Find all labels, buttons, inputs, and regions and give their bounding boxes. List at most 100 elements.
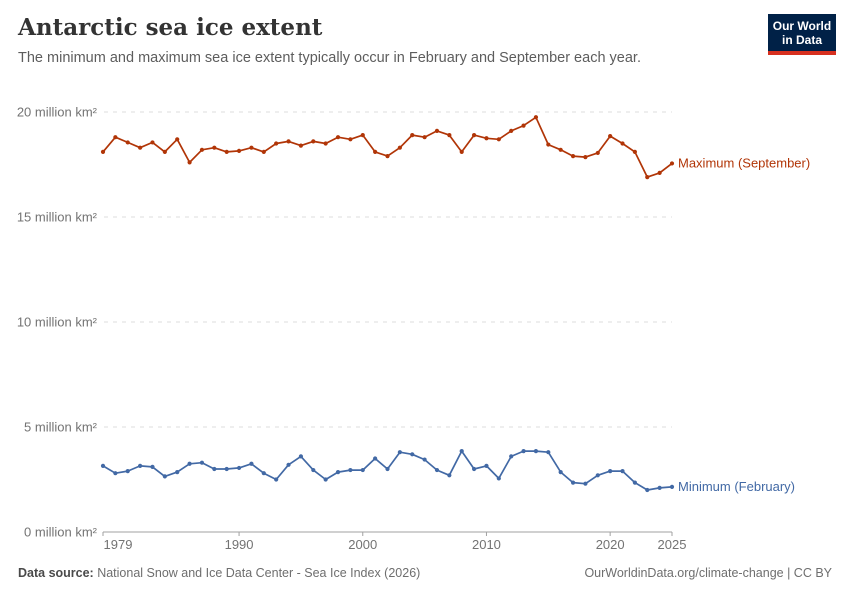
data-point-minimum-february bbox=[335, 470, 341, 475]
data-point-minimum-february bbox=[657, 485, 662, 490]
data-point-minimum-february bbox=[620, 469, 625, 474]
data-point-minimum-february bbox=[298, 454, 304, 459]
data-point-maximum-september bbox=[447, 133, 452, 138]
data-point-minimum-february bbox=[138, 463, 143, 468]
data-point-minimum-february bbox=[224, 466, 229, 472]
y-tick-label: 5 million km² bbox=[24, 420, 98, 435]
data-point-minimum-february bbox=[125, 469, 130, 474]
data-point-minimum-february bbox=[595, 473, 600, 478]
x-tick-label: 1990 bbox=[225, 537, 254, 552]
data-point-minimum-february bbox=[236, 465, 242, 471]
data-point-minimum-february bbox=[150, 464, 155, 469]
data-point-maximum-september bbox=[608, 134, 613, 139]
data-point-maximum-september bbox=[323, 141, 328, 146]
data-source-value: National Snow and Ice Data Center - Sea … bbox=[93, 566, 421, 580]
data-point-minimum-february bbox=[212, 466, 217, 472]
data-point-maximum-september bbox=[274, 141, 279, 146]
data-point-maximum-september bbox=[459, 149, 464, 154]
data-point-minimum-february bbox=[410, 452, 415, 457]
data-point-minimum-february bbox=[459, 449, 464, 454]
chart-header: Antarctic sea ice extent The minimum and… bbox=[18, 14, 836, 66]
owid-logo[interactable]: Our World in Data bbox=[768, 14, 836, 55]
data-point-maximum-september bbox=[348, 137, 353, 142]
data-point-maximum-september bbox=[669, 161, 675, 166]
data-point-maximum-september bbox=[261, 149, 266, 154]
x-tick-label: 2025 bbox=[658, 537, 687, 552]
series-label-minimum-february[interactable]: Minimum (February) bbox=[678, 479, 795, 494]
series-label-maximum-september[interactable]: Maximum (September) bbox=[678, 155, 810, 170]
data-point-minimum-february bbox=[645, 487, 650, 493]
data-point-maximum-september bbox=[298, 143, 304, 148]
data-point-minimum-february bbox=[274, 477, 279, 482]
data-point-minimum-february bbox=[348, 467, 353, 473]
data-point-maximum-september bbox=[397, 145, 402, 150]
data-point-minimum-february bbox=[175, 470, 180, 475]
data-point-minimum-february bbox=[162, 474, 167, 479]
data-point-minimum-february bbox=[286, 462, 291, 467]
data-point-maximum-september bbox=[360, 133, 365, 138]
data-source-label: Data source: bbox=[18, 566, 94, 580]
data-point-minimum-february bbox=[447, 473, 452, 478]
data-point-minimum-february bbox=[632, 480, 637, 485]
data-point-minimum-february bbox=[261, 471, 266, 476]
data-point-minimum-february bbox=[509, 454, 514, 459]
data-point-maximum-september bbox=[199, 147, 205, 152]
footer-credit-link[interactable]: OurWorldinData.org/climate-change | CC B… bbox=[584, 566, 832, 580]
x-tick-label: 2000 bbox=[348, 537, 377, 552]
data-point-maximum-september bbox=[236, 148, 242, 153]
data-point-maximum-september bbox=[410, 133, 415, 138]
data-point-maximum-september bbox=[620, 141, 625, 146]
data-point-maximum-september bbox=[645, 175, 650, 180]
x-tick-label: 1979 bbox=[104, 537, 133, 552]
data-point-maximum-september bbox=[162, 149, 167, 154]
data-point-minimum-february bbox=[558, 470, 563, 475]
data-point-maximum-september bbox=[484, 136, 489, 141]
data-point-maximum-september bbox=[175, 137, 180, 142]
data-point-maximum-september bbox=[187, 160, 192, 165]
data-point-minimum-february bbox=[669, 484, 675, 489]
data-point-maximum-september bbox=[546, 142, 551, 147]
data-point-maximum-september bbox=[471, 133, 477, 138]
data-point-maximum-september bbox=[311, 139, 316, 144]
x-tick-label: 2010 bbox=[472, 537, 501, 552]
data-point-minimum-february bbox=[397, 450, 402, 455]
data-point-minimum-february bbox=[323, 477, 328, 482]
chart-title: Antarctic sea ice extent bbox=[18, 14, 323, 41]
data-point-minimum-february bbox=[199, 460, 205, 465]
owid-logo-text: Our World in Data bbox=[768, 14, 836, 51]
data-point-minimum-february bbox=[471, 466, 477, 472]
data-point-maximum-september bbox=[286, 139, 291, 144]
data-point-maximum-september bbox=[422, 135, 427, 140]
data-point-maximum-september bbox=[335, 135, 341, 140]
data-point-maximum-september bbox=[150, 140, 155, 145]
y-tick-label: 10 million km² bbox=[17, 315, 98, 330]
y-tick-label: 20 million km² bbox=[17, 105, 98, 120]
data-source-note: Data source: National Snow and Ice Data … bbox=[18, 566, 420, 580]
chart-footer: Data source: National Snow and Ice Data … bbox=[18, 566, 832, 580]
data-point-minimum-february bbox=[360, 467, 365, 473]
data-point-minimum-february bbox=[583, 481, 588, 486]
data-point-minimum-february bbox=[385, 466, 390, 472]
data-point-minimum-february bbox=[311, 467, 316, 473]
data-point-minimum-february bbox=[422, 457, 427, 462]
owid-logo-accent-bar bbox=[768, 51, 836, 55]
x-tick-label: 2020 bbox=[596, 537, 625, 552]
data-point-minimum-february bbox=[546, 450, 551, 455]
data-point-maximum-september bbox=[113, 135, 118, 140]
data-point-maximum-september bbox=[657, 170, 662, 175]
data-point-minimum-february bbox=[496, 476, 501, 481]
data-point-maximum-september bbox=[212, 145, 217, 150]
series-line-maximum-september bbox=[102, 116, 673, 178]
data-point-minimum-february bbox=[434, 467, 440, 473]
data-point-maximum-september bbox=[533, 115, 539, 120]
data-point-maximum-september bbox=[521, 123, 526, 128]
data-point-maximum-september bbox=[249, 145, 254, 150]
data-point-minimum-february bbox=[113, 471, 118, 476]
data-point-minimum-february bbox=[484, 463, 489, 468]
data-point-minimum-february bbox=[187, 461, 192, 466]
data-point-maximum-september bbox=[100, 149, 106, 154]
data-point-minimum-february bbox=[608, 469, 613, 474]
data-point-minimum-february bbox=[249, 461, 254, 466]
